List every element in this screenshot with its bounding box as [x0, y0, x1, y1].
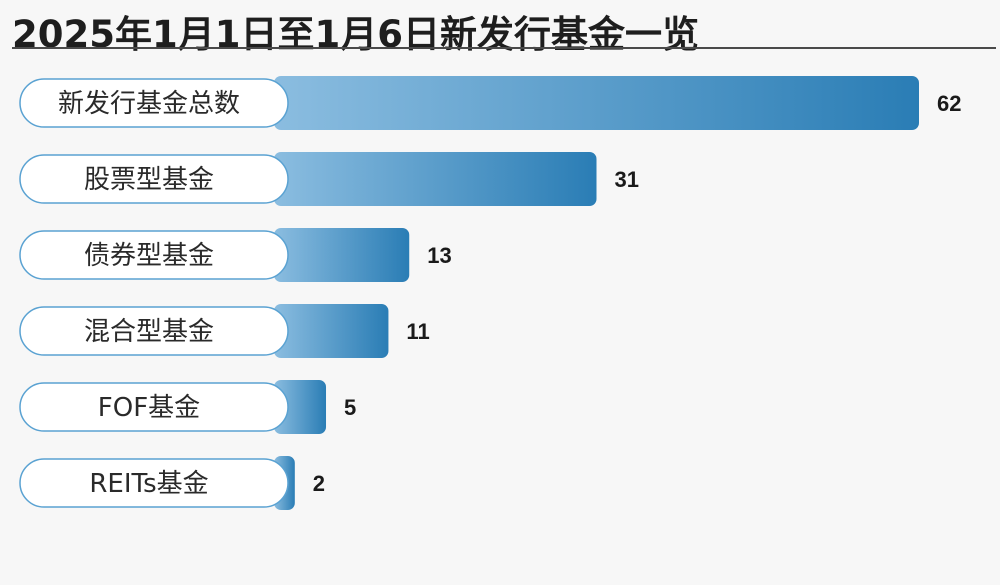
value-label-4: 5	[344, 395, 356, 420]
category-pill-3	[19, 306, 289, 356]
category-label-0: 新发行基金总数	[58, 89, 240, 119]
category-label-3: 混合型基金	[84, 317, 214, 347]
category-label-2: 债券型基金	[84, 241, 214, 271]
value-label-1: 31	[615, 167, 639, 192]
category-pill-5	[19, 458, 289, 508]
bar-2	[274, 228, 410, 282]
bar-1	[274, 152, 597, 206]
category-label-4: FOF基金	[98, 393, 200, 423]
category-label-5: REITs基金	[89, 469, 208, 499]
value-label-3: 11	[406, 319, 429, 344]
category-pill-1	[19, 154, 289, 204]
bar-4	[274, 380, 327, 434]
value-label-5: 2	[313, 471, 325, 496]
value-label-2: 13	[427, 243, 451, 268]
category-pill-0	[19, 78, 289, 128]
category-pill-4	[19, 382, 289, 432]
category-pill-2	[19, 230, 289, 280]
title-divider	[12, 47, 996, 49]
value-label-0: 62	[937, 91, 961, 116]
bars-layer	[274, 76, 919, 510]
category-label-1: 股票型基金	[84, 165, 214, 195]
bar-0	[274, 76, 919, 130]
value-labels-layer: 62 31 13 11 5 2	[313, 91, 962, 496]
bar-3	[274, 304, 389, 358]
